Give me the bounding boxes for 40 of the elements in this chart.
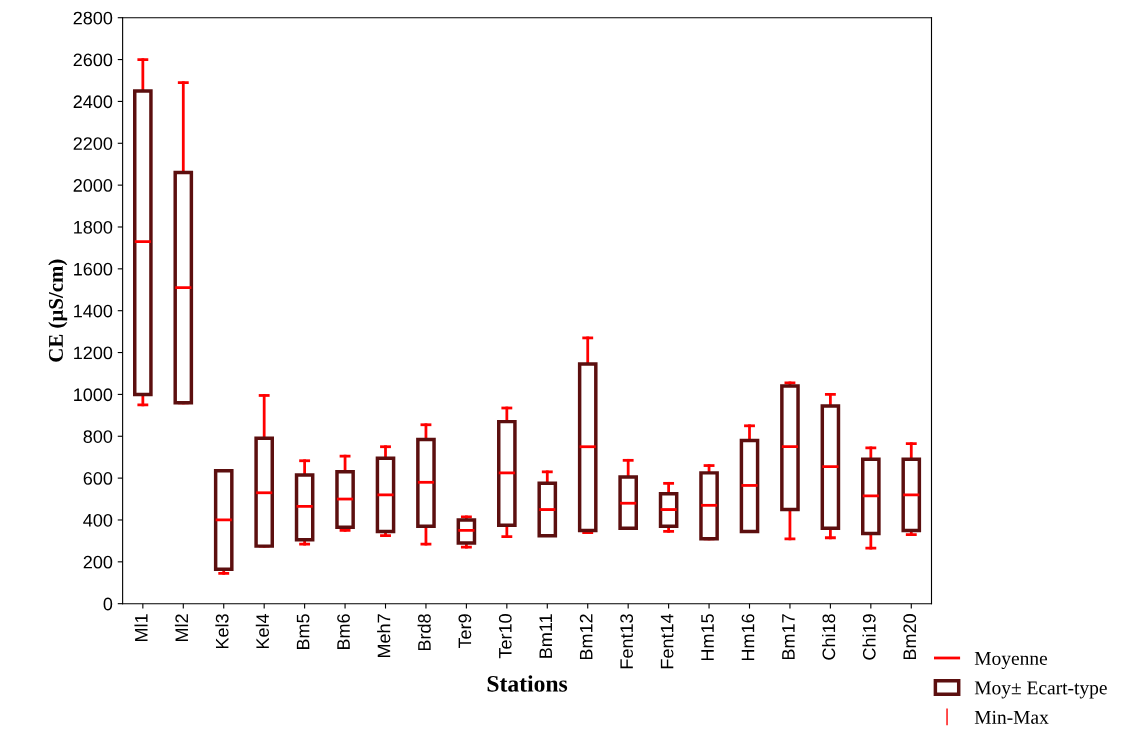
y-tick-label: 2800 (73, 11, 113, 25)
x-tick-label: Bm17 (782, 614, 795, 660)
x-tick-label: Kel3 (215, 614, 229, 649)
x-tick-label: Ml1 (134, 614, 148, 642)
x-tick-label: Meh7 (377, 614, 391, 658)
x-tick-label: Bm5 (296, 614, 310, 650)
x-tick-label: Ter9 (458, 614, 472, 649)
y-tick-label: 1600 (74, 262, 113, 276)
x-tick-label: Fent13 (620, 614, 634, 669)
y-axis-title: CE (µS/cm) (48, 259, 68, 362)
x-axis-title: Stations (487, 675, 568, 692)
x-tick-label: Bm20 (903, 614, 917, 660)
y-tick-label: 1800 (74, 220, 113, 234)
y-tick-label: 2600 (73, 53, 113, 67)
y-tick-label: 200 (83, 555, 113, 569)
x-tick-label: Fent14 (660, 613, 674, 669)
y-tick-label: 400 (83, 513, 113, 527)
x-tick-label: Ml2 (174, 614, 188, 642)
y-tick-label: 1200 (74, 346, 113, 360)
x-tick-label: Hm16 (741, 614, 755, 661)
x-tick-label: Kel4 (255, 613, 270, 649)
x-tick-label: Chi19 (862, 614, 876, 660)
x-tick-label: Hm15 (701, 614, 714, 661)
y-tick-label: 800 (83, 430, 113, 443)
y-tick-label: 600 (83, 472, 113, 485)
x-tick-label: Bm12 (579, 614, 593, 660)
text: Moyenne (974, 652, 1048, 669)
x-tick-label: Ter10 (498, 614, 512, 659)
y-tick-label: 2000 (73, 179, 113, 192)
x-tick-label: Bm6 (337, 614, 350, 650)
y-tick-label: 2400 (73, 95, 113, 109)
y-tick-label: 1000 (74, 388, 113, 402)
x-tick-label: Brd8 (417, 614, 431, 651)
y-tick-label: 2200 (73, 137, 113, 150)
x-tick-label: Bm11 (539, 614, 552, 658)
text: Min-Max (974, 710, 1049, 724)
legend-label: Moy± Ecart-type (974, 681, 1107, 699)
x-tick-label: Chi18 (821, 614, 836, 660)
y-tick-label: 1400 (74, 304, 113, 318)
y-tick-label: 0 (103, 597, 113, 611)
